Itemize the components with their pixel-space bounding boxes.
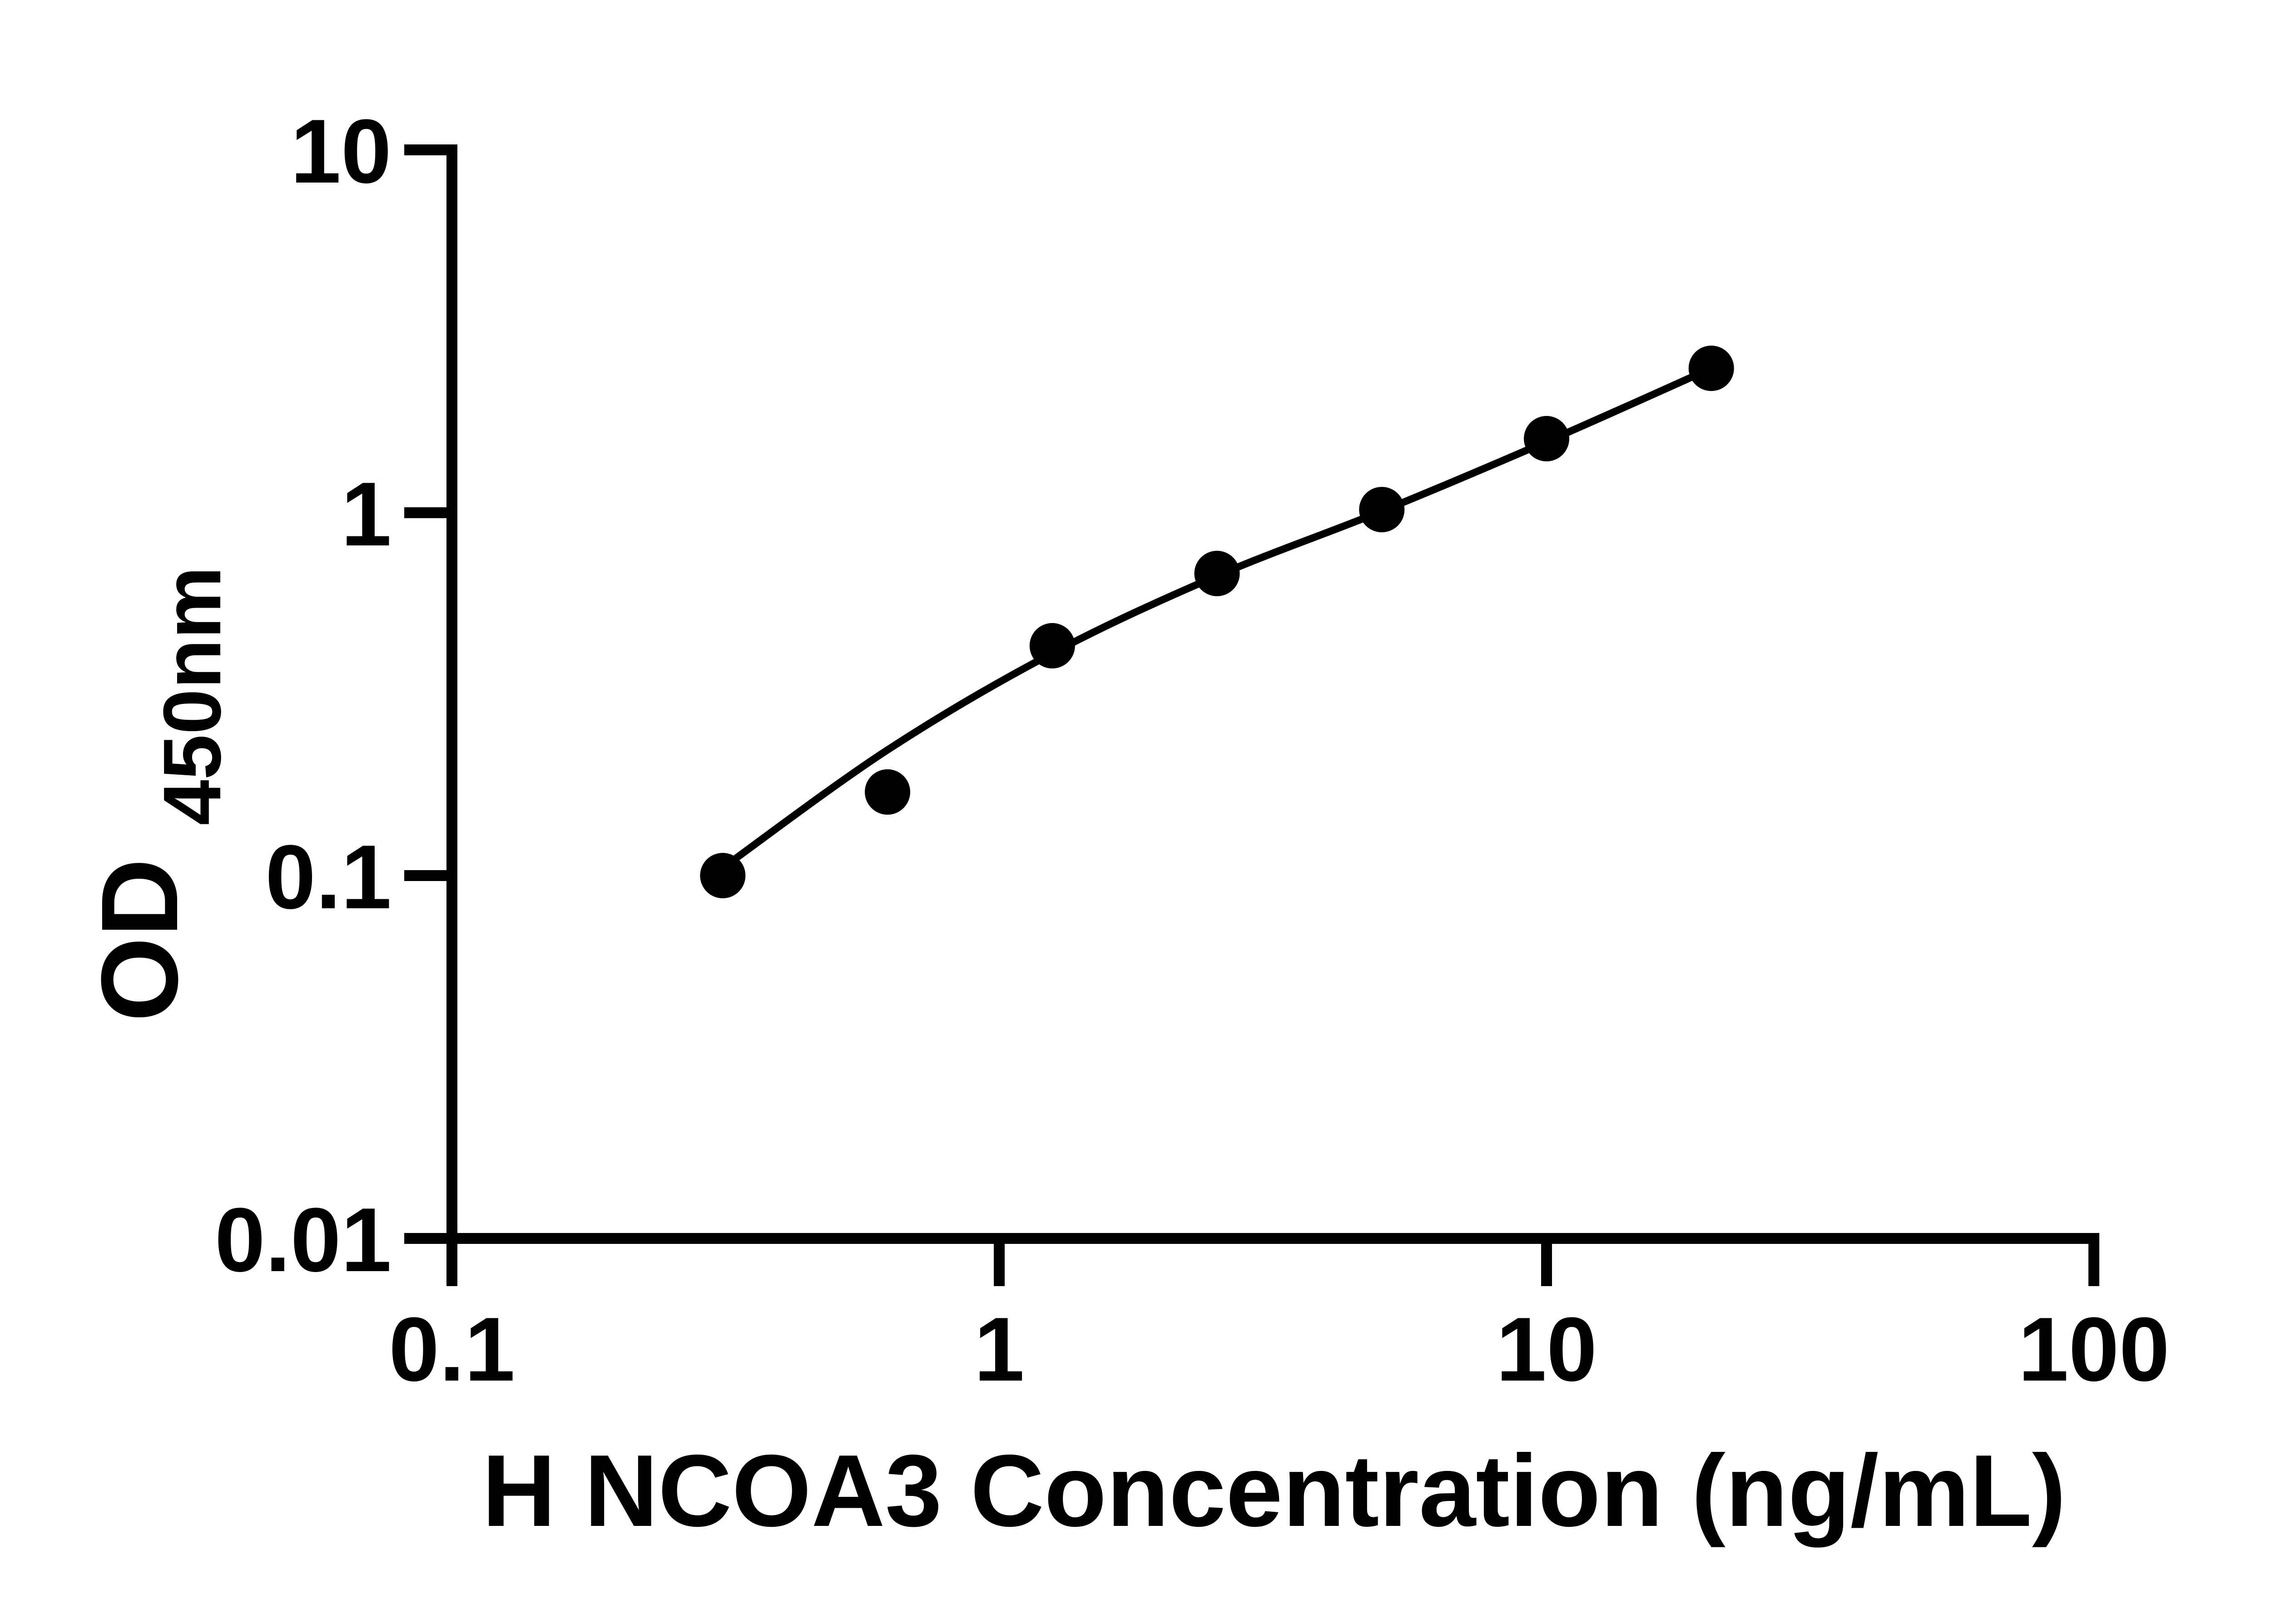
y-axis-title-subscript: 450nm bbox=[147, 566, 238, 825]
data-point bbox=[1688, 346, 1734, 391]
y-axis-title: OD 450nm bbox=[79, 566, 238, 1022]
y-tick-label: 0.1 bbox=[265, 827, 392, 928]
y-tick-label: 10 bbox=[291, 101, 392, 202]
data-point bbox=[1194, 550, 1240, 596]
data-point bbox=[1524, 416, 1569, 461]
x-axis-tick-labels: 0.1 1 10 100 bbox=[389, 1299, 2170, 1400]
y-tick-label: 0.01 bbox=[215, 1189, 392, 1291]
data-points-group bbox=[700, 346, 1734, 898]
x-tick-label: 100 bbox=[2018, 1299, 2170, 1400]
y-axis-tick-labels: 10 1 0.1 0.01 bbox=[215, 101, 392, 1291]
data-point bbox=[865, 769, 910, 815]
x-axis-ticks bbox=[446, 1238, 2099, 1286]
y-tick-label: 1 bbox=[341, 464, 392, 565]
data-point bbox=[700, 853, 746, 898]
x-tick-label: 1 bbox=[974, 1299, 1024, 1400]
y-axis-ticks bbox=[404, 144, 452, 1244]
x-tick-label: 10 bbox=[1496, 1299, 1597, 1400]
x-axis-title: H NCOA3 Concentration (ng/mL) bbox=[482, 1433, 2066, 1548]
x-tick-label: 0.1 bbox=[389, 1299, 515, 1400]
data-point bbox=[1029, 623, 1075, 668]
data-point bbox=[1359, 487, 1405, 533]
y-axis-title-main: OD bbox=[79, 858, 200, 1022]
